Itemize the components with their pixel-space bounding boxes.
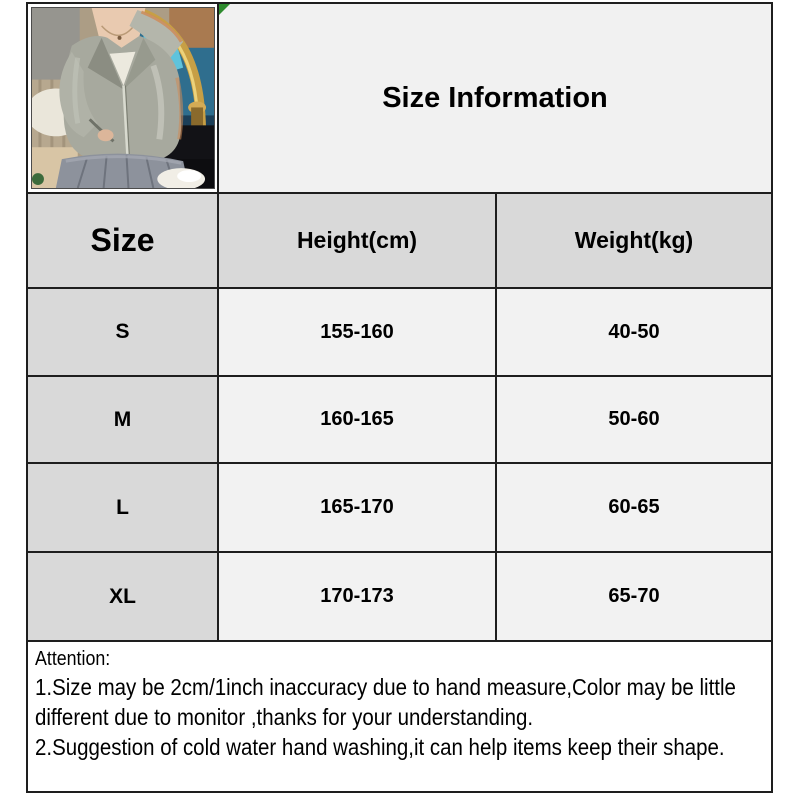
header-height: Height(cm) <box>219 194 497 287</box>
height-value: 155-160 <box>219 289 497 375</box>
table-row-xl: XL 170-173 65-70 <box>28 553 771 642</box>
size-value: M <box>28 377 219 462</box>
weight-value: 40-50 <box>497 289 771 375</box>
product-photo <box>30 7 215 189</box>
height-value: 170-173 <box>219 553 497 640</box>
attention-section: Attention: 1.Size may be 2cm/1inch inacc… <box>28 642 771 791</box>
weight-value: 65-70 <box>497 553 771 640</box>
green-triangle-marker-icon <box>219 4 230 15</box>
photo-cell <box>28 4 219 192</box>
title-cell: Size Information <box>219 4 771 192</box>
size-value: XL <box>28 553 219 640</box>
table-row-s: S 155-160 40-50 <box>28 289 771 377</box>
table-row-m: M 160-165 50-60 <box>28 377 771 464</box>
attention-heading: Attention: <box>35 648 111 670</box>
height-value: 165-170 <box>219 464 497 551</box>
top-band: Size Information <box>28 4 771 194</box>
attention-line: different due to monitor ,thanks for you… <box>35 704 534 730</box>
header-weight: Weight(kg) <box>497 194 771 287</box>
size-chart-sheet: Size Information Size Height(cm) Weight(… <box>26 2 773 793</box>
attention-line: 1.Size may be 2cm/1inch inaccuracy due t… <box>35 674 736 700</box>
weight-value: 50-60 <box>497 377 771 462</box>
attention-text-block: Attention: 1.Size may be 2cm/1inch inacc… <box>35 646 762 762</box>
page-title: Size Information <box>382 81 608 114</box>
size-value: S <box>28 289 219 375</box>
height-value: 160-165 <box>219 377 497 462</box>
header-size: Size <box>28 194 219 287</box>
weight-value: 60-65 <box>497 464 771 551</box>
attention-line: 2.Suggestion of cold water hand washing,… <box>35 734 725 760</box>
table-row-l: L 165-170 60-65 <box>28 464 771 553</box>
table-header-row: Size Height(cm) Weight(kg) <box>28 194 771 289</box>
size-value: L <box>28 464 219 551</box>
product-photo-illustration <box>31 8 214 188</box>
